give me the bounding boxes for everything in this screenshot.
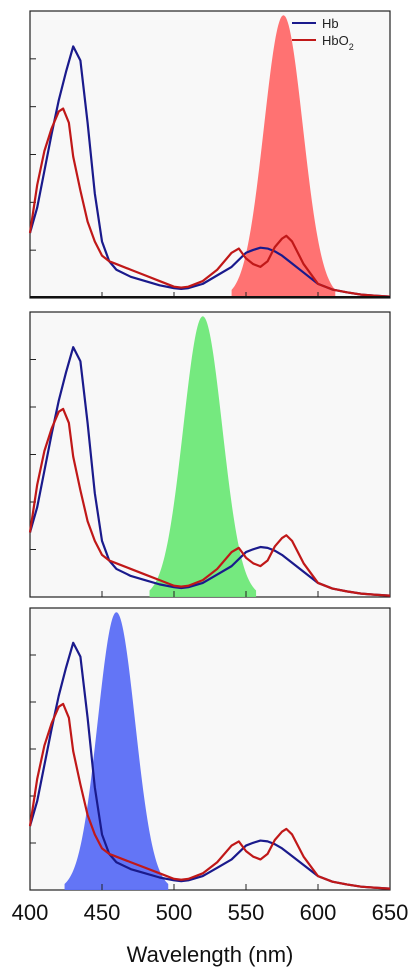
panel-blue bbox=[28, 607, 391, 891]
illumination-band bbox=[231, 15, 336, 299]
legend-subscript: 2 bbox=[349, 42, 354, 52]
x-tick-label: 650 bbox=[372, 900, 409, 925]
x-axis: 400 450 500 550 600 650 bbox=[12, 900, 409, 925]
illumination-band bbox=[149, 316, 257, 597]
series-line-hbo bbox=[28, 107, 391, 298]
panel-green bbox=[28, 311, 391, 598]
x-tick-label: 400 bbox=[12, 900, 49, 925]
x-axis-label: Wavelength (nm) bbox=[127, 942, 294, 967]
panel-red bbox=[28, 10, 391, 299]
series-line-hbo bbox=[28, 407, 391, 597]
legend-label: Hb bbox=[322, 16, 339, 31]
x-tick-label: 600 bbox=[300, 900, 337, 925]
series-line-hb bbox=[28, 346, 391, 597]
x-tick-label: 550 bbox=[228, 900, 265, 925]
series-line-hb bbox=[28, 641, 391, 890]
legend: Hb HbO2 bbox=[292, 16, 354, 52]
x-tick-label: 500 bbox=[156, 900, 193, 925]
x-tick-label: 450 bbox=[84, 900, 121, 925]
series-line-hb bbox=[28, 45, 391, 298]
plot-frame bbox=[29, 10, 391, 299]
series-line-hbo bbox=[28, 702, 391, 890]
legend-label: HbO2 bbox=[322, 33, 354, 52]
